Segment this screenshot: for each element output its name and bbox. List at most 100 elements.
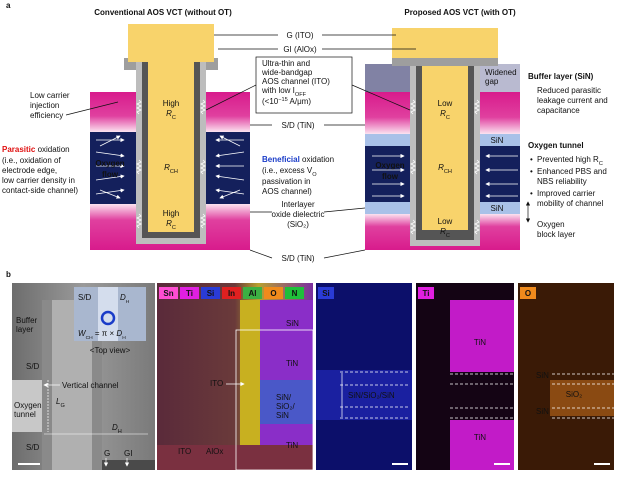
oxygen-arrow — [95, 151, 125, 158]
legend-swatch — [180, 287, 199, 299]
tem-gate — [102, 460, 155, 470]
text-part: L — [56, 397, 60, 406]
image-label: SiN/ — [276, 393, 292, 402]
callout: (i.e., excess VO — [262, 166, 317, 178]
inset-sd — [98, 287, 118, 341]
layer-label: gap — [485, 77, 499, 86]
widened-gap — [480, 64, 520, 92]
inset-hole — [100, 310, 116, 326]
text-part: C — [446, 115, 450, 121]
resistance-label: RC — [440, 109, 450, 121]
text-part: oxidation — [300, 155, 334, 164]
image-label: Buffer — [16, 316, 38, 325]
text-part: Beneficial — [262, 155, 300, 164]
annotation: Oxygen — [537, 220, 565, 229]
annotation: electrode edge, — [2, 166, 57, 175]
image-label: TiN — [286, 359, 298, 368]
legend-label: N — [292, 289, 298, 298]
o-map — [518, 283, 614, 470]
resistance-label: Low — [438, 99, 453, 108]
callout: AOS channel (ITO) — [262, 77, 330, 86]
connector — [323, 207, 366, 213]
text-part: A/μm) — [288, 97, 312, 106]
image-label: TiN — [474, 338, 486, 347]
connector — [323, 249, 366, 259]
map-tag — [418, 287, 434, 299]
image-label: S/D — [26, 443, 40, 452]
image-label: WCH = π × DH — [78, 329, 126, 341]
resistor — [474, 219, 480, 235]
callout-box — [255, 56, 353, 114]
callout: Beneficial oxidation — [262, 155, 334, 164]
annotation: efficiency — [30, 111, 63, 120]
text-part: CH — [86, 335, 94, 341]
image-label: S/D — [78, 293, 92, 302]
annotation: (i.e., oxidation of — [2, 156, 61, 165]
connector — [205, 84, 257, 111]
image-label: <Top view> — [90, 346, 131, 355]
callout: Ultra-thin and — [262, 59, 310, 68]
text-part: D — [120, 293, 126, 302]
resistance-label: High — [163, 99, 179, 108]
annotation: Parasitic oxidation — [2, 145, 70, 154]
callout: passivation in — [262, 177, 310, 186]
text-part: R — [438, 163, 444, 172]
image-label: ITO — [210, 379, 223, 388]
eds-stack — [260, 380, 313, 424]
legend-label: O — [270, 289, 276, 298]
flow-label: flow — [382, 172, 399, 181]
text-part: R — [164, 163, 170, 172]
image-label: S/D — [26, 362, 40, 371]
image-label: G — [104, 449, 110, 458]
resistor — [136, 159, 142, 175]
bullet-text: mobility of channel — [537, 199, 603, 208]
connector — [249, 249, 273, 259]
bullet: • — [530, 167, 533, 176]
text-part: C — [599, 161, 603, 167]
bullet-text: Improved carrier — [537, 189, 596, 198]
channel-top — [392, 58, 498, 66]
resistor — [136, 213, 142, 229]
bullet: • — [530, 189, 533, 198]
eds-bottom — [157, 445, 313, 470]
text-part: O — [312, 172, 317, 178]
annotation: injection — [30, 101, 59, 110]
connector — [65, 101, 119, 116]
image-label: tunnel — [14, 410, 36, 419]
zoom-box — [235, 329, 314, 471]
oxygen-arrow — [219, 189, 241, 199]
callout: oxide dielectric — [272, 210, 325, 219]
image-label: DH — [120, 293, 130, 305]
image-label: SiN — [536, 407, 549, 416]
eds-ito — [240, 300, 260, 470]
text-part: D — [116, 329, 122, 338]
bullet-text: Reduced parasitic — [537, 86, 601, 95]
text-part: (<10 — [262, 97, 279, 106]
callout: wide-bandgap — [261, 68, 313, 77]
layer-label: SiN — [491, 136, 504, 145]
text-part: R — [166, 109, 172, 118]
image-label: AlOx — [206, 447, 223, 456]
callout: S/D (TiN) — [281, 121, 314, 130]
image-label: SiN — [276, 411, 289, 420]
legend-swatch — [264, 287, 283, 299]
panel-label: a — [6, 1, 11, 10]
callout: (SiO₂) — [287, 220, 309, 229]
callout: S/D (TiN) — [281, 254, 314, 263]
legend-label: Al — [249, 289, 257, 298]
si-stack — [316, 370, 412, 420]
oxygen-arrow — [99, 189, 121, 199]
resistor — [410, 159, 416, 175]
image-label: ITO — [178, 447, 191, 456]
image-label: SiN — [536, 371, 549, 380]
gate — [422, 44, 468, 230]
annotation: contact-side channel) — [2, 186, 78, 195]
text-part: H — [126, 299, 130, 305]
text-part: H — [118, 429, 122, 435]
legend-swatch — [285, 287, 304, 299]
text-part: R — [440, 227, 446, 236]
section-title: Buffer layer (SiN) — [528, 72, 594, 81]
image-label: Oxygen — [14, 401, 42, 410]
oxygen-arrow — [95, 174, 125, 181]
